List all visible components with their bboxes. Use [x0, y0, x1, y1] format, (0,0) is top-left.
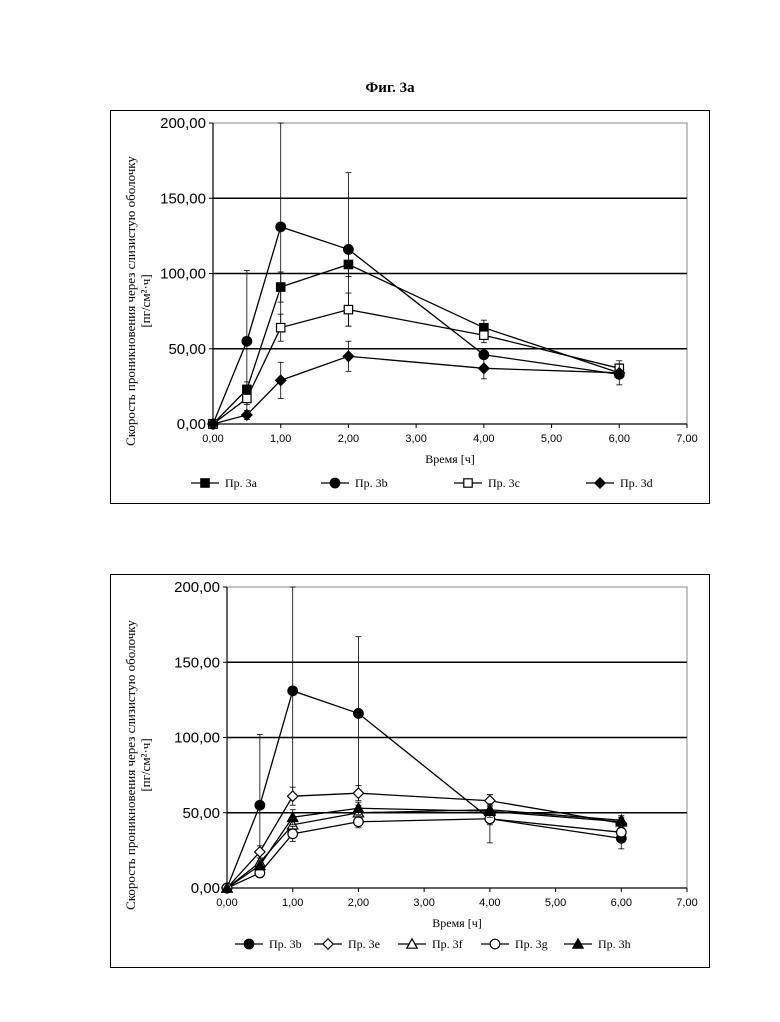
legend-label: Пр. 3a	[225, 476, 258, 490]
legend-label: Пр. 3c	[488, 476, 520, 490]
y-tick-label: 100,00	[174, 730, 220, 747]
legend-label: Пр. 3b	[355, 476, 388, 490]
data-point	[344, 245, 354, 255]
legend-marker	[490, 939, 500, 949]
x-tick-label: 4,00	[473, 433, 494, 445]
chart-permeation-2: Скорость проникновения через слизистую о…	[110, 574, 710, 968]
x-tick-label: 7,00	[676, 433, 697, 445]
chart-permeation-1: Скорость проникновения через слизистую о…	[110, 110, 710, 504]
legend-marker	[201, 479, 209, 487]
legend-marker	[464, 479, 472, 487]
chart-svg-2: 0,00 50,00 100,00 150,00 200,00 0,00 1,00 2,00 3…	[111, 575, 709, 967]
legend-entry: Пр. 3g	[481, 937, 548, 951]
x-tick-label: 0,00	[202, 433, 223, 445]
legend-label: Пр. 3b	[269, 937, 302, 951]
legend-label: Пр. 3g	[515, 937, 548, 951]
y-tick-label: 200,00	[174, 579, 220, 596]
y-tick-label: 100,00	[160, 266, 206, 283]
data-point	[242, 336, 252, 346]
x-tick-label: 2,00	[338, 433, 359, 445]
legend-marker	[595, 478, 605, 488]
data-point	[616, 828, 626, 838]
data-point	[255, 800, 265, 810]
legend-label: Пр. 3e	[348, 937, 380, 951]
legend-entry: Пр. 3h	[564, 937, 631, 951]
data-point	[288, 686, 298, 696]
x-tick-label: 6,00	[611, 897, 632, 909]
data-point	[354, 817, 364, 827]
x-tick-label: 7,00	[676, 897, 697, 909]
x-axis-title: Время [ч]	[425, 452, 474, 466]
legend-marker	[330, 478, 340, 488]
y-tick-label: 0,00	[191, 880, 220, 897]
x-tick-label: 5,00	[541, 433, 562, 445]
y-tick-label: 200,00	[160, 115, 206, 132]
legend-entry: Пр. 3f	[398, 937, 463, 951]
x-tick-label: 1,00	[282, 897, 303, 909]
legend-marker	[244, 939, 254, 949]
legend-label: Пр. 3f	[432, 937, 463, 951]
legend-label: Пр. 3h	[598, 937, 631, 951]
legend-entry: Пр. 3b	[321, 476, 388, 490]
x-tick-label: 4,00	[479, 897, 500, 909]
x-tick-label: 6,00	[609, 433, 630, 445]
legend-label: Пр. 3d	[620, 476, 653, 490]
legend-entry: Пр. 3a	[191, 476, 258, 490]
data-point	[288, 829, 298, 839]
legend-entry: Пр. 3c	[454, 476, 520, 490]
x-tick-label: 3,00	[413, 897, 434, 909]
x-tick-label: 3,00	[405, 433, 426, 445]
x-tick-label: 5,00	[545, 897, 566, 909]
y-tick-label: 150,00	[174, 654, 220, 671]
data-point	[276, 222, 286, 232]
data-point	[277, 323, 285, 331]
legend-marker	[323, 939, 333, 949]
chart-svg-1: 0,00 50,00 100,00 150,00 200,00 0,00 1,00 2,00 3…	[111, 111, 709, 503]
data-point	[344, 305, 352, 313]
data-point	[480, 331, 488, 339]
x-axis-title: Время [ч]	[432, 916, 481, 930]
legend-entry: Пр. 3b	[235, 937, 302, 951]
legend-entry: Пр. 3d	[586, 476, 653, 490]
y-tick-label: 50,00	[168, 341, 206, 358]
x-tick-label: 2,00	[348, 897, 369, 909]
legend-entry: Пр. 3e	[314, 937, 380, 951]
data-point	[354, 709, 364, 719]
y-tick-label: 50,00	[182, 805, 220, 822]
figure-title: Фиг. 3a	[0, 80, 780, 97]
y-tick-label: 150,00	[160, 190, 206, 207]
x-tick-label: 1,00	[270, 433, 291, 445]
y-tick-label: 0,00	[177, 416, 206, 433]
data-point	[243, 394, 251, 402]
x-tick-label: 0,00	[216, 897, 237, 909]
